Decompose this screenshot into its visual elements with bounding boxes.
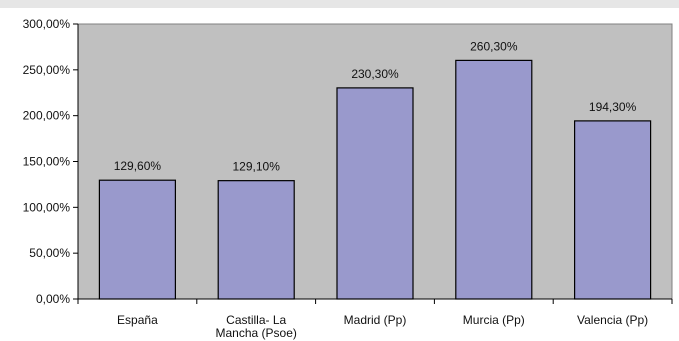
y-tick-label: 300,00% — [23, 17, 71, 31]
y-tick-label: 0,00% — [36, 292, 70, 306]
data-label: 194,30% — [589, 100, 637, 114]
y-tick-label: 50,00% — [29, 246, 70, 260]
bar — [336, 87, 414, 300]
bar — [455, 59, 533, 300]
y-tick-label: 200,00% — [23, 109, 71, 123]
data-label: 129,10% — [233, 160, 281, 174]
data-label: 129,60% — [114, 159, 162, 173]
x-category-label: España — [117, 313, 158, 327]
x-category-label: Mancha (Psoe) — [216, 326, 297, 340]
bar — [573, 120, 652, 300]
y-tick-label: 150,00% — [23, 155, 71, 169]
x-category-label: Valencia (Pp) — [577, 313, 648, 327]
data-label: 230,30% — [351, 67, 399, 81]
bar — [217, 180, 295, 300]
data-label: 260,30% — [470, 39, 518, 53]
top-band — [0, 0, 679, 8]
x-category-label: Castilla- La — [226, 313, 286, 327]
bar — [98, 179, 177, 300]
x-category-label: Murcia (Pp) — [463, 313, 525, 327]
x-category-label: Madrid (Pp) — [344, 313, 407, 327]
y-tick-label: 100,00% — [23, 200, 71, 214]
y-tick-label: 250,00% — [23, 63, 71, 77]
